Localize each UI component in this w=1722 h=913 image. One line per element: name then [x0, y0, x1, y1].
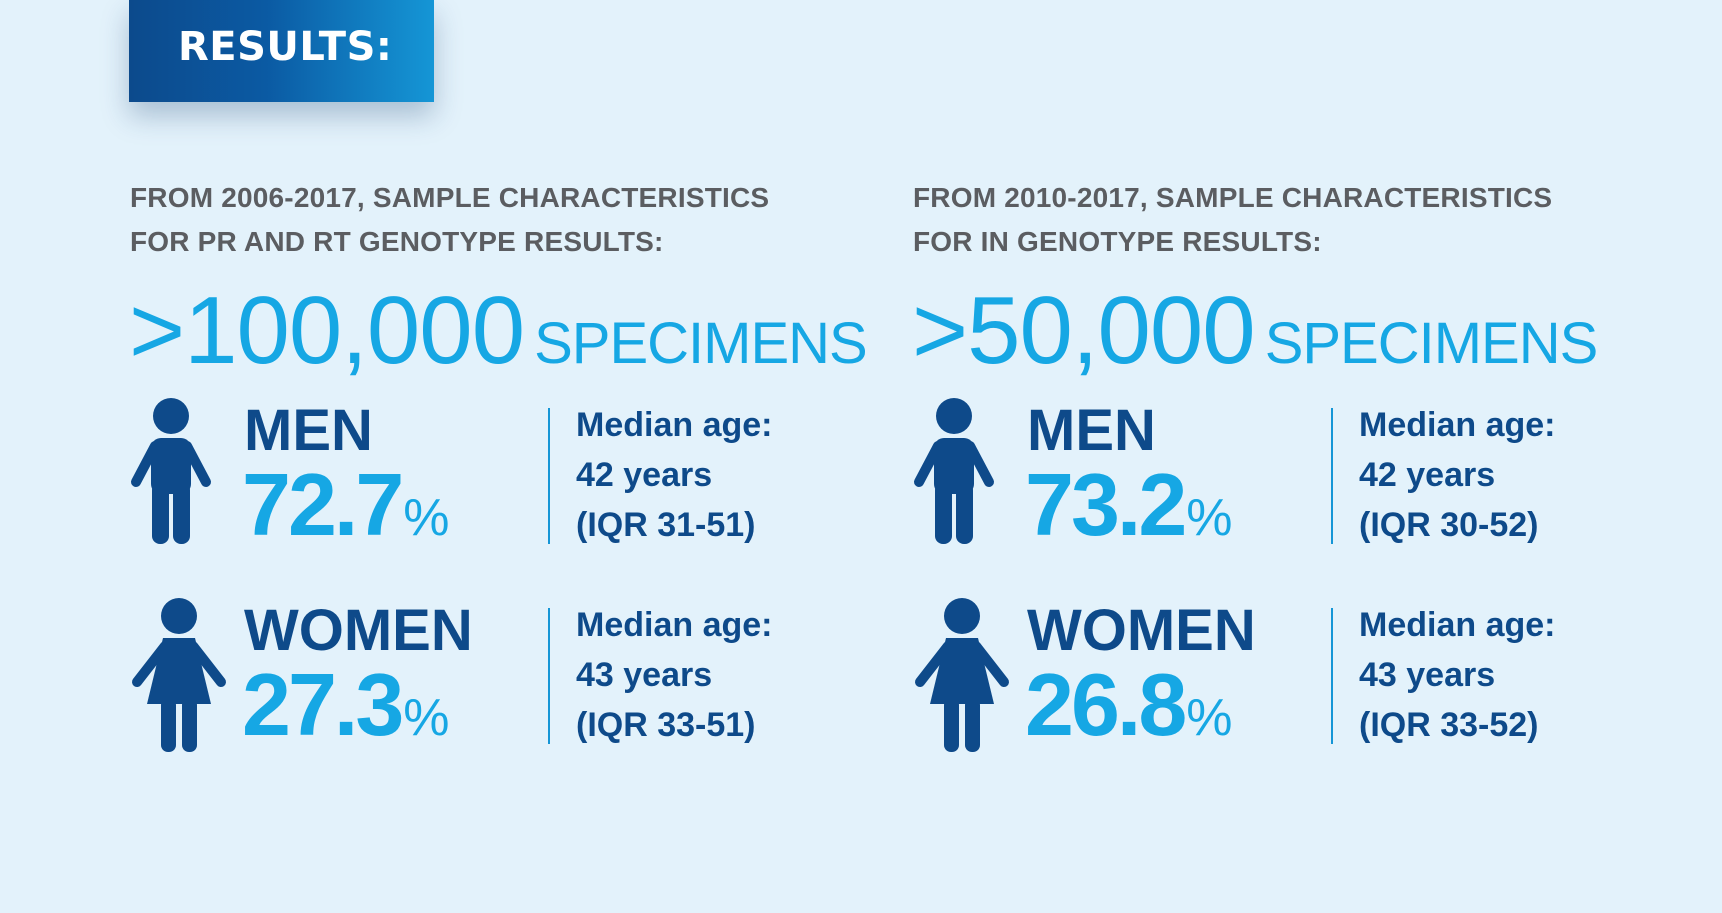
left-men-median: Median age: 42 years (IQR 31-51): [576, 400, 772, 550]
right-men-median-label: Median age:: [1359, 406, 1556, 444]
left-women-group: WOMEN 27.3% Median age: 43 years (IQR 33…: [129, 598, 889, 758]
left-men-iqr: (IQR 31-51): [576, 506, 756, 544]
left-count-value: >100,000: [129, 277, 525, 384]
left-women-median-value: 43 years: [576, 656, 713, 694]
right-women-percent-sign: %: [1186, 689, 1233, 747]
left-specimen-count: >100,000 SPECIMENS: [129, 276, 868, 386]
man-icon: [131, 398, 211, 544]
right-men-median-value: 42 years: [1359, 456, 1496, 494]
right-heading-line-1: FROM 2010-2017, SAMPLE CHARACTERISTICS: [913, 182, 1553, 213]
right-women-percent-value: 26.8: [1025, 655, 1187, 754]
left-count-unit: SPECIMENS: [534, 311, 868, 376]
right-men-group: MEN 73.2% Median age: 42 years (IQR 30-5…: [912, 398, 1672, 558]
right-men-percent-sign: %: [1186, 489, 1233, 547]
left-women-percent-sign: %: [403, 689, 450, 747]
right-men-percent: 73.2%: [1025, 454, 1233, 556]
left-men-median-value: 42 years: [576, 456, 713, 494]
right-men-label: MEN: [1027, 398, 1156, 463]
left-men-group: MEN 72.7% Median age: 42 years (IQR 31-5…: [129, 398, 889, 558]
right-men-median: Median age: 42 years (IQR 30-52): [1359, 400, 1555, 550]
left-heading-line-1: FROM 2006-2017, SAMPLE CHARACTERISTICS: [130, 182, 770, 213]
right-heading: FROM 2010-2017, SAMPLE CHARACTERISTICS F…: [913, 176, 1552, 264]
left-heading-line-2: FOR PR AND RT GENOTYPE RESULTS:: [130, 226, 664, 257]
right-women-median-value: 43 years: [1359, 656, 1496, 694]
left-women-label: WOMEN: [244, 598, 473, 663]
woman-icon: [132, 598, 226, 752]
right-women-median: Median age: 43 years (IQR 33-52): [1359, 600, 1555, 750]
right-women-group: WOMEN 26.8% Median age: 43 years (IQR 33…: [912, 598, 1672, 758]
left-men-percent-sign: %: [403, 489, 450, 547]
woman-icon: [915, 598, 1009, 752]
right-specimen-count: >50,000 SPECIMENS: [912, 276, 1599, 386]
right-heading-line-2: FOR IN GENOTYPE RESULTS:: [913, 226, 1322, 257]
right-men-percent-value: 73.2: [1025, 455, 1187, 554]
left-women-percent-value: 27.3: [242, 655, 404, 754]
left-men-percent: 72.7%: [242, 454, 450, 556]
right-women-median-label: Median age:: [1359, 606, 1556, 644]
right-women-percent: 26.8%: [1025, 654, 1233, 756]
left-men-label: MEN: [244, 398, 373, 463]
left-men-percent-value: 72.7: [242, 455, 404, 554]
man-icon: [914, 398, 994, 544]
right-men-iqr: (IQR 30-52): [1359, 506, 1539, 544]
left-men-median-label: Median age:: [576, 406, 773, 444]
results-banner: RESULTS:: [129, 0, 434, 102]
left-women-median: Median age: 43 years (IQR 33-51): [576, 600, 772, 750]
left-men-divider: [548, 408, 550, 544]
left-heading: FROM 2006-2017, SAMPLE CHARACTERISTICS F…: [130, 176, 769, 264]
right-women-iqr: (IQR 33-52): [1359, 706, 1539, 744]
right-women-divider: [1331, 608, 1333, 744]
left-women-median-label: Median age:: [576, 606, 773, 644]
right-count-value: >50,000: [912, 277, 1256, 384]
left-women-divider: [548, 608, 550, 744]
right-panel: FROM 2010-2017, SAMPLE CHARACTERISTICS F…: [912, 0, 1672, 913]
left-panel: FROM 2006-2017, SAMPLE CHARACTERISTICS F…: [129, 0, 889, 913]
right-women-label: WOMEN: [1027, 598, 1256, 663]
right-men-divider: [1331, 408, 1333, 544]
right-count-unit: SPECIMENS: [1264, 311, 1599, 376]
results-title: RESULTS:: [178, 24, 393, 70]
left-women-iqr: (IQR 33-51): [576, 706, 756, 744]
left-women-percent: 27.3%: [242, 654, 450, 756]
